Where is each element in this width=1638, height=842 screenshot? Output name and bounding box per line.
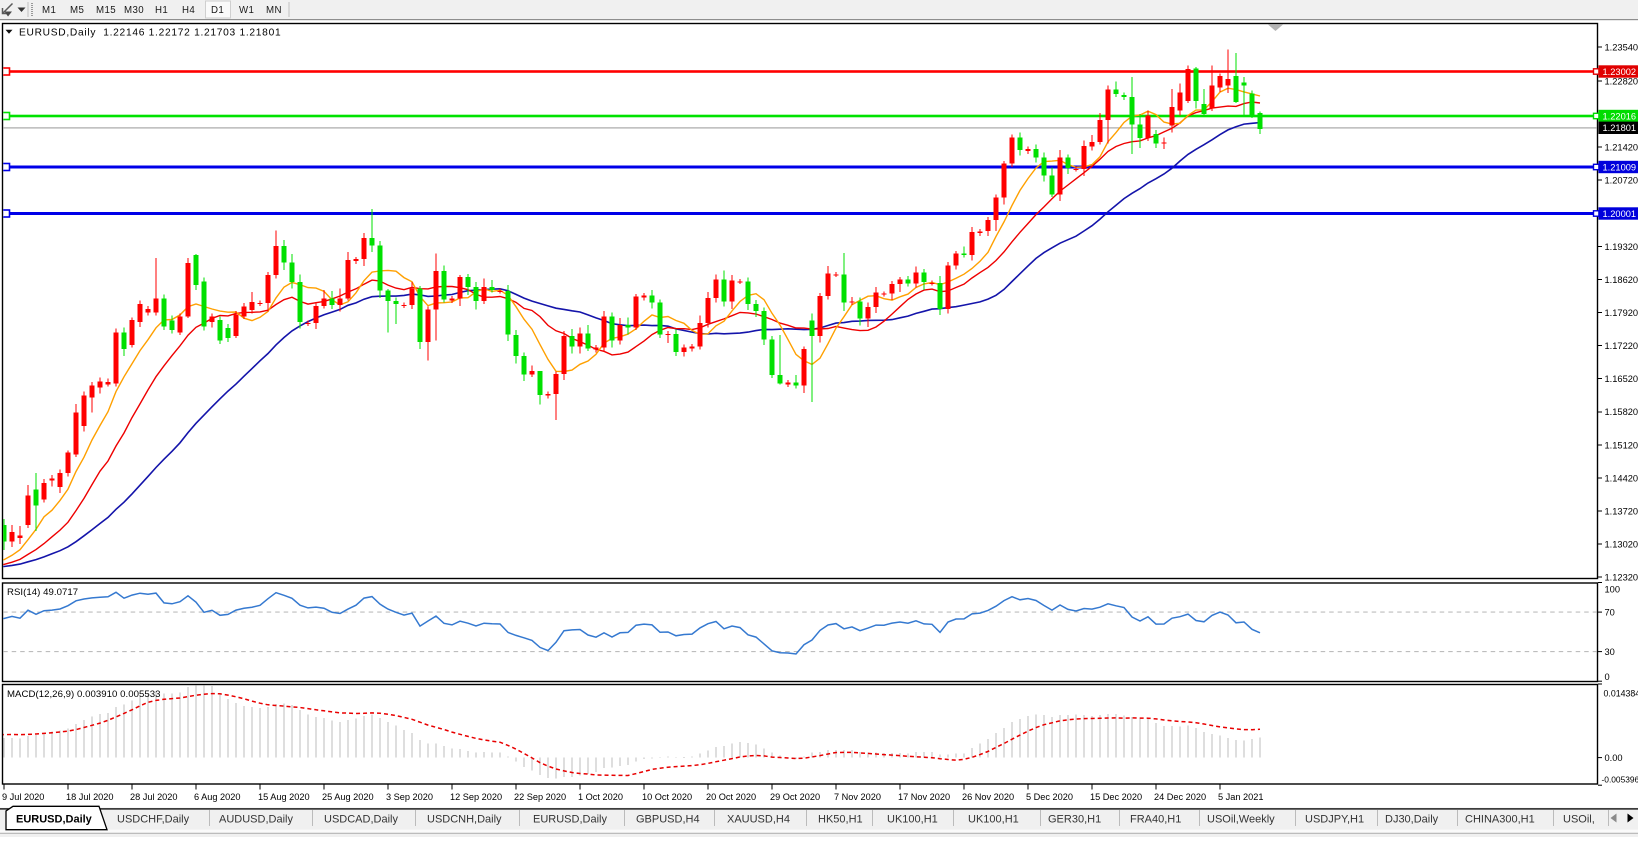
svg-text:3 Sep 2020: 3 Sep 2020: [386, 792, 433, 802]
svg-text:100: 100: [1605, 584, 1621, 594]
svg-text:-0.005396: -0.005396: [1602, 774, 1638, 784]
svg-text:9 Jul 2020: 9 Jul 2020: [2, 792, 44, 802]
svg-text:15 Dec 2020: 15 Dec 2020: [1090, 792, 1142, 802]
svg-text:22 Sep 2020: 22 Sep 2020: [514, 792, 566, 802]
svg-text:29 Oct 2020: 29 Oct 2020: [770, 792, 820, 802]
svg-text:12 Sep 2020: 12 Sep 2020: [450, 792, 502, 802]
svg-text:1.21420: 1.21420: [1605, 143, 1638, 153]
svg-text:USOil,: USOil,: [1563, 814, 1595, 826]
svg-text:XAUUSD,H4: XAUUSD,H4: [727, 814, 790, 826]
svg-text:H4: H4: [182, 5, 195, 16]
svg-text:6 Aug 2020: 6 Aug 2020: [194, 792, 241, 802]
svg-text:18 Jul 2020: 18 Jul 2020: [66, 792, 114, 802]
svg-text:0: 0: [1605, 672, 1610, 682]
svg-text:USOil,Weekly: USOil,Weekly: [1207, 814, 1275, 826]
svg-text:1.14420: 1.14420: [1605, 473, 1638, 483]
svg-text:USDCAD,Daily: USDCAD,Daily: [324, 814, 398, 826]
svg-text:CHINA300,H1: CHINA300,H1: [1465, 814, 1535, 826]
svg-text:1.22820: 1.22820: [1605, 76, 1638, 86]
svg-text:1.13720: 1.13720: [1605, 506, 1638, 516]
svg-text:1.17220: 1.17220: [1605, 341, 1638, 351]
svg-text:5 Dec 2020: 5 Dec 2020: [1026, 792, 1073, 802]
svg-text:M5: M5: [70, 5, 84, 16]
svg-text:D1: D1: [211, 5, 224, 16]
svg-text:W1: W1: [239, 5, 254, 16]
svg-text:1 Oct 2020: 1 Oct 2020: [578, 792, 623, 802]
svg-text:10 Oct 2020: 10 Oct 2020: [642, 792, 692, 802]
svg-text:25 Aug 2020: 25 Aug 2020: [322, 792, 374, 802]
svg-text:MN: MN: [266, 5, 282, 16]
svg-text:1.12320: 1.12320: [1605, 573, 1638, 583]
svg-text:7 Nov 2020: 7 Nov 2020: [834, 792, 881, 802]
svg-text:1.20001: 1.20001: [1603, 209, 1637, 219]
svg-text:70: 70: [1605, 608, 1615, 618]
svg-text:USDCHF,Daily: USDCHF,Daily: [117, 814, 190, 826]
svg-text:GER30,H1: GER30,H1: [1048, 814, 1101, 826]
svg-text:1.21801: 1.21801: [1603, 123, 1637, 133]
svg-text:USDCNH,Daily: USDCNH,Daily: [427, 814, 502, 826]
svg-text:28 Jul 2020: 28 Jul 2020: [130, 792, 178, 802]
svg-text:EURUSD,Daily: EURUSD,Daily: [533, 814, 607, 826]
svg-text:0.014384: 0.014384: [1604, 688, 1638, 698]
svg-text:1.15820: 1.15820: [1605, 407, 1638, 417]
svg-text:DJ30,Daily: DJ30,Daily: [1385, 814, 1439, 826]
svg-text:1.17920: 1.17920: [1605, 308, 1638, 318]
svg-text:1.13020: 1.13020: [1605, 540, 1638, 550]
svg-text:1.20720: 1.20720: [1605, 176, 1638, 186]
svg-text:1.19320: 1.19320: [1605, 242, 1638, 252]
svg-text:FRA40,H1: FRA40,H1: [1130, 814, 1181, 826]
svg-text:26 Nov 2020: 26 Nov 2020: [962, 792, 1014, 802]
svg-text:1.16520: 1.16520: [1605, 374, 1638, 384]
svg-text:20 Oct 2020: 20 Oct 2020: [706, 792, 756, 802]
svg-text:EURUSD,Daily 1.22146 1.22172: EURUSD,Daily 1.22146 1.22172 1.21703 1.2…: [19, 28, 281, 39]
svg-text:M1: M1: [42, 5, 56, 16]
svg-text:17 Nov 2020: 17 Nov 2020: [898, 792, 950, 802]
svg-text:H1: H1: [155, 5, 168, 16]
svg-text:1.15120: 1.15120: [1605, 440, 1638, 450]
svg-text:AUDUSD,Daily: AUDUSD,Daily: [219, 814, 293, 826]
svg-text:15 Aug 2020: 15 Aug 2020: [258, 792, 310, 802]
svg-text:MACD(12,26,9) 0.003910 0.00553: MACD(12,26,9) 0.003910 0.005533: [7, 689, 161, 700]
svg-text:HK50,H1: HK50,H1: [818, 814, 863, 826]
svg-text:M30: M30: [124, 5, 144, 16]
svg-text:UK100,H1: UK100,H1: [968, 814, 1019, 826]
svg-text:RSI(14) 49.0717: RSI(14) 49.0717: [7, 587, 78, 598]
svg-text:0.00: 0.00: [1605, 753, 1623, 763]
svg-text:UK100,H1: UK100,H1: [887, 814, 938, 826]
svg-text:1.23540: 1.23540: [1605, 42, 1638, 52]
svg-text:1.23002: 1.23002: [1603, 67, 1637, 77]
svg-text:GBPUSD,H4: GBPUSD,H4: [636, 814, 700, 826]
svg-text:USDJPY,H1: USDJPY,H1: [1305, 814, 1364, 826]
svg-text:5 Jan 2021: 5 Jan 2021: [1218, 792, 1263, 802]
svg-text:1.21009: 1.21009: [1603, 162, 1637, 172]
svg-text:EURUSD,Daily: EURUSD,Daily: [16, 814, 93, 826]
svg-text:M15: M15: [96, 5, 116, 16]
svg-text:1.18620: 1.18620: [1605, 275, 1638, 285]
svg-text:1.22016: 1.22016: [1603, 111, 1637, 121]
svg-text:30: 30: [1605, 647, 1615, 657]
svg-text:24 Dec 2020: 24 Dec 2020: [1154, 792, 1206, 802]
